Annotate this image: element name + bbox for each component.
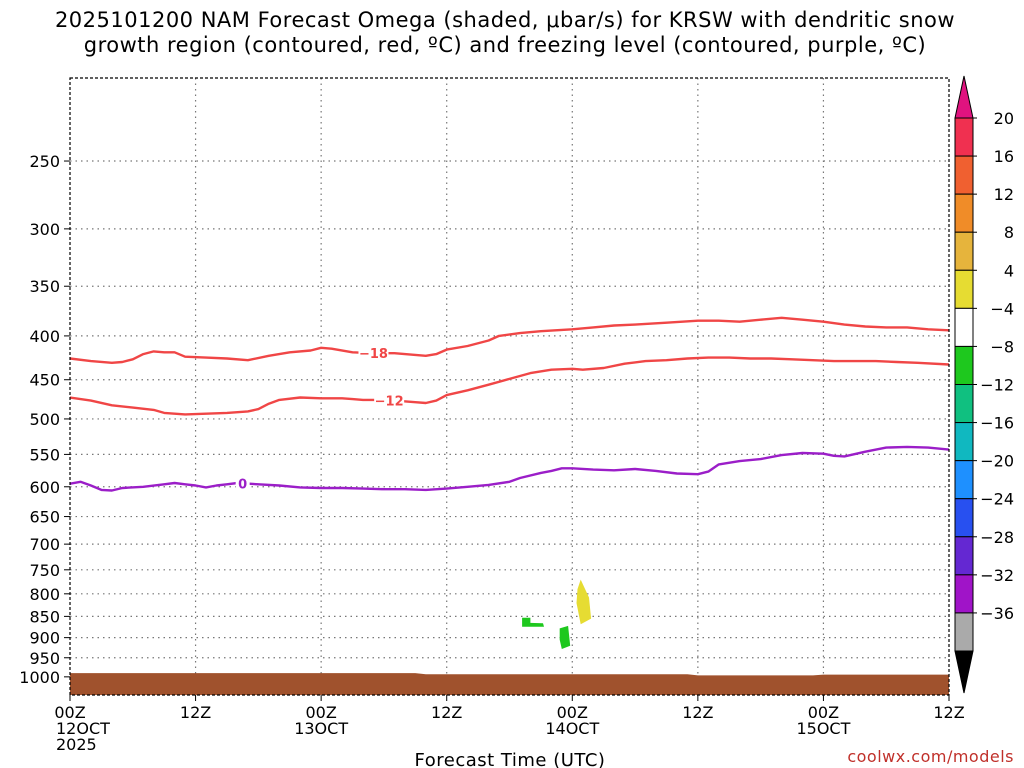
colorbar-label: −16 [980, 414, 1014, 433]
y-tick-label: 500 [29, 410, 60, 429]
colorbar-swatch [954, 117, 974, 157]
colorbar-label: −24 [980, 490, 1014, 509]
y-tick-label: 950 [29, 649, 60, 668]
colorbar-label: 4 [1004, 261, 1014, 280]
omega-patch [559, 625, 571, 649]
colorbar-swatch [954, 536, 974, 576]
x-tick-label: 12Z [180, 703, 211, 722]
y-tick-label: 300 [29, 220, 60, 239]
grid-lines [70, 78, 949, 695]
surface-ground [70, 673, 949, 695]
x-tick-label: 15OCT [796, 719, 850, 738]
omega-shading [70, 579, 949, 695]
y-tick-label: 700 [29, 535, 60, 554]
omega-patch [576, 579, 592, 625]
colorbar-label: 20 [994, 109, 1014, 128]
omega-patch [522, 617, 544, 627]
title-line-2: growth region (contoured, red, ºC) and f… [83, 33, 927, 57]
x-axis-title: Forecast Time (UTC) [415, 750, 606, 768]
colorbar-label: −20 [980, 452, 1014, 471]
y-tick-label: 900 [29, 629, 60, 648]
colorbar-swatch [954, 231, 974, 271]
y-tick-label: 550 [29, 445, 60, 464]
colorbar-label: 16 [994, 147, 1014, 166]
contour-label: −12 [375, 394, 404, 409]
colorbar-swatch [954, 384, 974, 424]
colorbar-swatch [954, 307, 974, 347]
x-tick-label: 12OCT [56, 719, 110, 738]
colorbar-swatch [954, 193, 974, 233]
colorbar-swatch [954, 422, 974, 462]
credit-link[interactable]: coolwx.com/models [847, 747, 1014, 766]
x-tick-label: 00Z [808, 703, 839, 722]
contour-label: 0 [238, 477, 247, 492]
x-tick-label: 00Z [54, 703, 85, 722]
x-tick-label: 14OCT [545, 719, 599, 738]
colorbar: 20 16 12 8 4 −4 −8 −12 −16 −20 −24 −28 −32 −36 [954, 75, 1014, 694]
colorbar-label: −36 [980, 604, 1014, 623]
y-tick-label: 750 [29, 561, 60, 580]
x-tick-label: 00Z [557, 703, 588, 722]
colorbar-label: −8 [990, 337, 1014, 356]
x-tick-label: 00Z [305, 703, 336, 722]
colorbar-label: 8 [1004, 223, 1014, 242]
plot-frame [69, 77, 950, 696]
colorbar-swatch [954, 345, 974, 385]
y-tick-label: 350 [29, 277, 60, 296]
colorbar-swatch [954, 155, 974, 195]
contour-lines: −18 −12 0 [70, 316, 949, 492]
colorbar-top-arrow [954, 75, 974, 119]
contour-label-bg [358, 345, 389, 362]
y-axis: 250 300 350 400 450 500 550 600 650 700 750 800 850 9… [19, 152, 70, 687]
contour-label: −18 [359, 347, 388, 362]
colorbar-label: 12 [994, 185, 1014, 204]
x-tick-label: 12Z [933, 703, 964, 722]
x-tick-label: 12Z [431, 703, 462, 722]
colorbar-swatch [954, 574, 974, 614]
y-tick-label: 250 [29, 152, 60, 171]
y-tick-label: 650 [29, 508, 60, 527]
y-tick-label: 400 [29, 327, 60, 346]
y-tick-label: 600 [29, 478, 60, 497]
colorbar-label: −28 [980, 528, 1014, 547]
colorbar-label: −12 [980, 376, 1014, 395]
colorbar-bottom-arrow [954, 650, 974, 694]
contour-label-bg [374, 392, 405, 409]
y-tick-label: 1000 [19, 668, 60, 687]
freezing-level-contour [70, 445, 949, 492]
colorbar-swatch [954, 498, 974, 538]
contour-label-bg [235, 475, 250, 492]
isotherm-contour [70, 356, 949, 416]
y-tick-label: 800 [29, 585, 60, 604]
x-tick-label: 13OCT [294, 719, 348, 738]
colorbar-swatch [954, 612, 974, 652]
colorbar-label: −4 [990, 299, 1014, 318]
x-tick-label: 12Z [682, 703, 713, 722]
colorbar-swatch [954, 269, 974, 309]
colorbar-swatch [954, 460, 974, 500]
isotherm-contour [70, 316, 949, 364]
chart-title: 2025101200 NAM Forecast Omega (shaded, μ… [0, 8, 1010, 58]
colorbar-label: −32 [980, 566, 1014, 585]
x-tick-label: 2025 [56, 735, 97, 754]
y-tick-label: 850 [29, 607, 60, 626]
y-tick-label: 450 [29, 371, 60, 390]
title-line-1: 2025101200 NAM Forecast Omega (shaded, μ… [54, 8, 956, 32]
